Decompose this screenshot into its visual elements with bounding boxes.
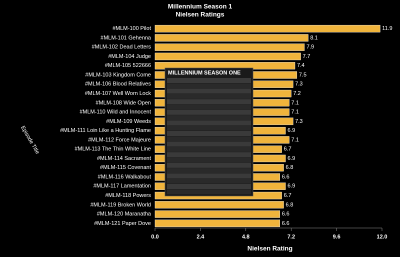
y-tick-label: #MLM-120 Maranatha xyxy=(97,212,152,218)
overlay-row xyxy=(167,141,251,147)
value-label: 8.1 xyxy=(310,35,318,41)
overlay-panel: MILLENNIUM SEASON ONE xyxy=(164,67,254,197)
bar xyxy=(154,210,280,218)
overlay-row xyxy=(167,136,251,142)
overlay-row xyxy=(167,178,251,184)
overlay-row xyxy=(167,184,251,189)
chart-subtitle: Nielsen Ratings xyxy=(176,12,225,19)
y-tick-label: #MLM-111 Loin Like a Hunting Flame xyxy=(60,128,151,134)
y-tick-label: #MLM-103 Kingdom Come xyxy=(85,72,151,78)
overlay-row xyxy=(167,146,251,152)
y-tick-label: #MLM-100 Pilot xyxy=(112,26,151,32)
y-tick-label: #MLM-117 Lamentation xyxy=(93,184,151,190)
overlay-row xyxy=(167,125,251,131)
value-label: 7.3 xyxy=(295,82,303,88)
overlay-row xyxy=(167,83,251,89)
x-tick-label: 0.0 xyxy=(151,234,159,240)
value-label: 6.7 xyxy=(284,147,292,153)
value-label: 7.2 xyxy=(293,91,301,97)
value-label: 7.7 xyxy=(303,54,311,60)
value-label: 7.1 xyxy=(291,137,299,143)
y-tick-label: #MLM-109 Weeds xyxy=(106,119,151,125)
bar xyxy=(154,43,305,51)
y-tick-label: #MLM-116 Walkabout xyxy=(98,174,152,180)
bar xyxy=(154,52,301,61)
value-label: 6.6 xyxy=(282,174,290,180)
y-tick-label: #MLM-119 Broken World xyxy=(90,202,151,208)
value-label: 6.9 xyxy=(288,128,296,134)
x-tick-label: 12.0 xyxy=(377,234,388,240)
overlay-row xyxy=(167,93,251,99)
overlay-row xyxy=(167,88,251,94)
value-label: 7.1 xyxy=(291,100,299,106)
bar xyxy=(154,24,381,33)
overlay-row xyxy=(167,168,251,174)
overlay-row xyxy=(167,120,251,126)
value-label: 6.9 xyxy=(288,156,296,162)
y-tick-label: #MLM-107 Well Worn Lock xyxy=(85,91,151,97)
x-tick-label: 9.6 xyxy=(333,234,341,240)
overlay-row xyxy=(167,157,251,163)
bar xyxy=(154,219,280,228)
y-tick-label: #MLM-118 Powers xyxy=(105,193,151,199)
x-axis-title: Nielsen Rating xyxy=(247,246,292,253)
overlay-row xyxy=(167,78,251,83)
overlay-row xyxy=(167,189,251,195)
y-tick-label: #MLM-114 Sacrament xyxy=(97,156,151,162)
value-label: 6.6 xyxy=(282,221,290,227)
value-label: 7.5 xyxy=(299,72,307,78)
value-label: 6.9 xyxy=(288,184,296,190)
bar xyxy=(154,201,284,209)
overlay-title: MILLENNIUM SEASON ONE xyxy=(168,70,241,76)
value-label: 7.4 xyxy=(297,63,305,69)
overlay-row xyxy=(167,104,251,110)
value-label: 6.7 xyxy=(284,193,292,199)
chart-title: Millennium Season 1 xyxy=(168,4,233,11)
value-label: 7.1 xyxy=(291,110,299,116)
x-tick-label: 4.8 xyxy=(242,234,250,240)
value-label: 11.9 xyxy=(382,26,392,32)
y-tick-label: #MLM-112 Force Majeure xyxy=(88,137,151,143)
value-label: 6.8 xyxy=(286,165,294,171)
bar xyxy=(154,34,309,42)
y-tick-label: #MLM-104 Judge xyxy=(108,54,151,60)
value-label: 6.6 xyxy=(282,212,290,218)
y-tick-label: #MLM-102 Dead Letters xyxy=(92,45,152,51)
overlay-row xyxy=(167,99,251,105)
y-tick-label: #MLM-110 Wild and Innocent xyxy=(80,110,152,116)
y-tick-label: #MLM-101 Gehenna xyxy=(101,35,152,41)
y-tick-label: #MLM-106 Blood Relatives xyxy=(85,82,151,88)
overlay-row xyxy=(167,115,251,121)
overlay-row xyxy=(167,152,251,158)
value-label: 7.9 xyxy=(306,45,314,51)
x-tick-label: 7.2 xyxy=(287,234,295,240)
overlay-row xyxy=(167,162,251,168)
overlay-row xyxy=(167,131,251,136)
y-tick-label: #MLM-113 The Thin White Line xyxy=(75,147,151,153)
y-tick-label: #MLM-108 Wide Open xyxy=(96,100,151,106)
x-tick-label: 2.4 xyxy=(197,234,206,240)
y-tick-label: #MLM-115 Covenant xyxy=(100,165,151,171)
value-label: 6.8 xyxy=(286,202,294,208)
overlay-row xyxy=(167,109,251,115)
y-tick-label: #MLM-105 522666 xyxy=(105,63,151,69)
y-tick-label: #MLM-121 Paper Dove xyxy=(94,221,151,227)
overlay-row xyxy=(167,173,251,179)
value-label: 7.3 xyxy=(295,119,303,125)
